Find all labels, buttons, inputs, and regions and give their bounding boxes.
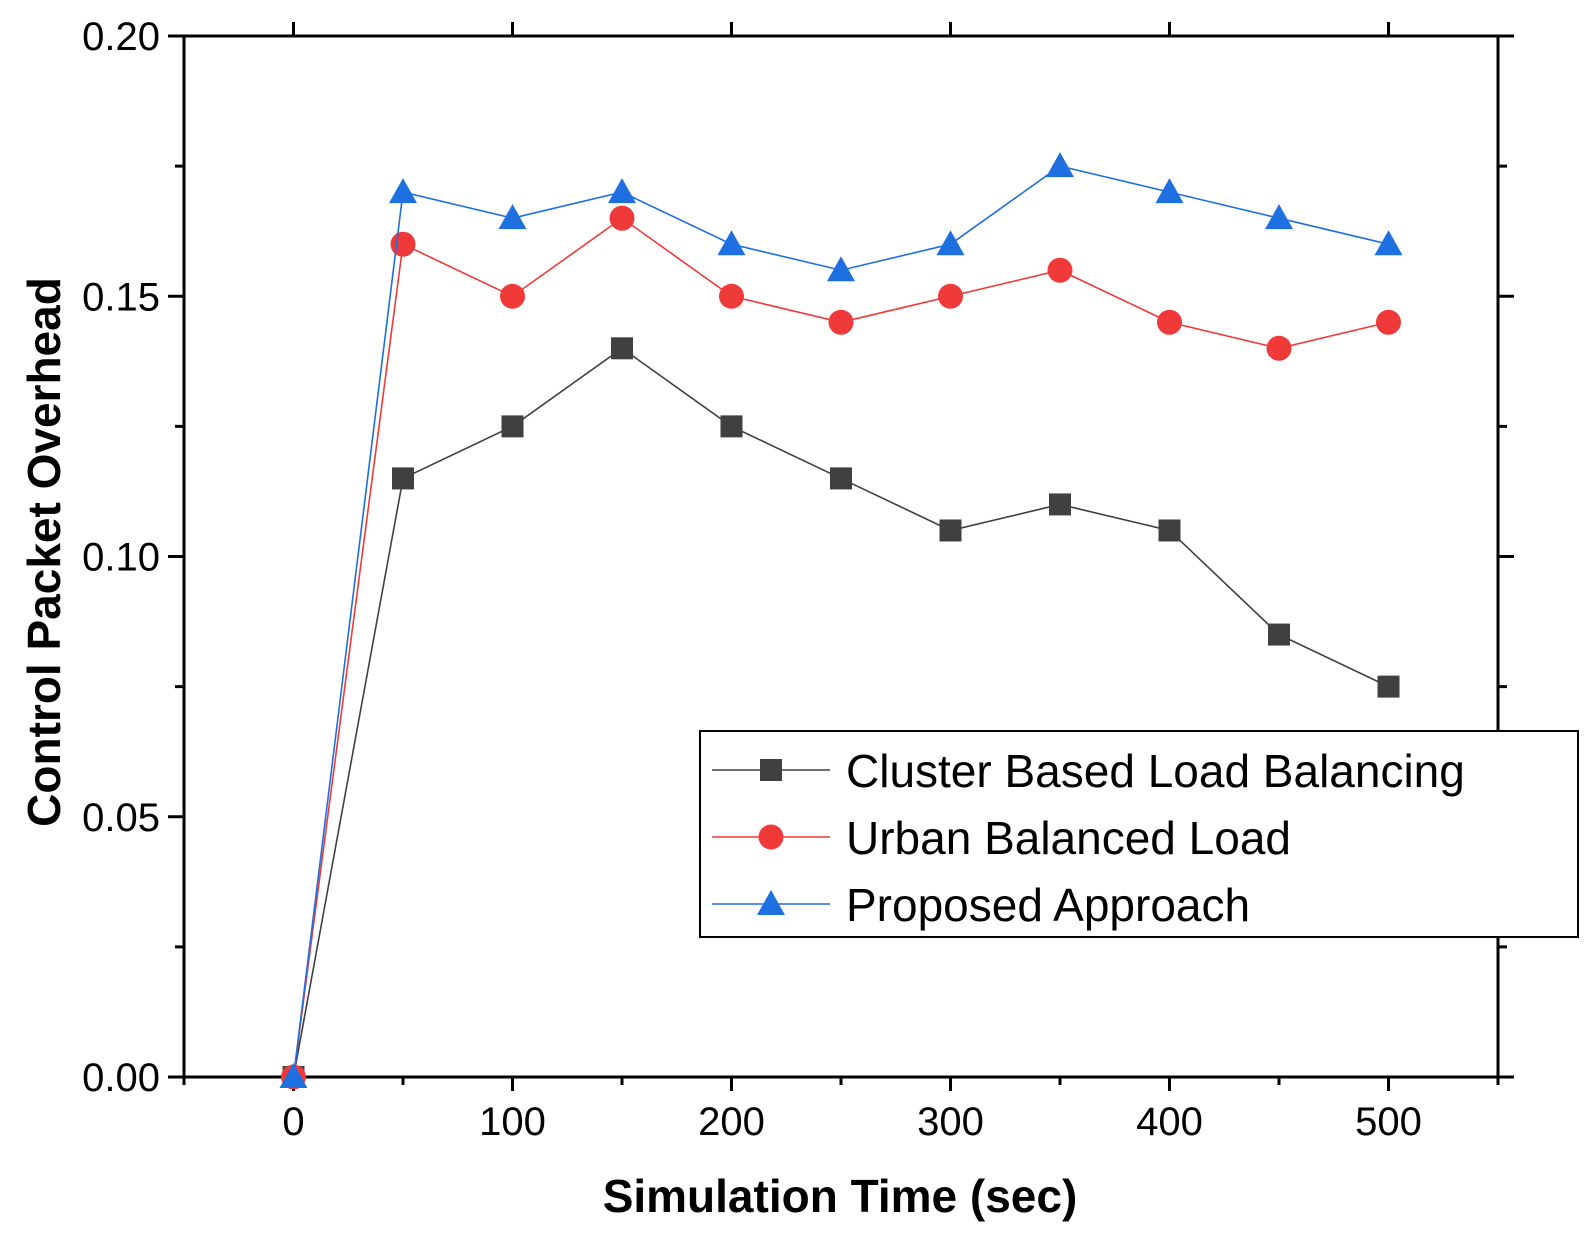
data-point	[1374, 230, 1403, 256]
data-point	[1158, 519, 1181, 542]
data-point	[1157, 309, 1182, 335]
x-tick-label: 200	[698, 1100, 765, 1144]
data-point	[1268, 623, 1290, 646]
data-point	[611, 337, 633, 360]
y-tick-label: 0.15	[82, 275, 160, 319]
y-axis-title: Control Packet Overhead	[18, 277, 70, 827]
series-line	[292, 165, 1389, 1078]
x-tick-label: 500	[1355, 1100, 1422, 1144]
y-tick-label: 0.10	[82, 536, 160, 580]
legend-marker	[760, 759, 782, 781]
data-point	[938, 283, 963, 309]
x-tick-label: 100	[479, 1100, 546, 1144]
x-axis-title: Simulation Time (sec)	[603, 1170, 1078, 1222]
series-line	[292, 217, 1389, 1078]
legend-label: Cluster Based Load Balancing	[846, 745, 1465, 797]
series-line	[292, 347, 1389, 1078]
data-point	[608, 178, 636, 204]
x-tick-label: 400	[1136, 1100, 1203, 1144]
y-tick-label: 0.00	[82, 1056, 160, 1100]
data-point	[719, 283, 744, 309]
y-tick-label: 0.05	[82, 796, 160, 840]
data-point	[939, 519, 962, 542]
data-point	[717, 230, 746, 256]
series-2	[281, 205, 1401, 1090]
data-point	[500, 283, 525, 309]
data-point	[1047, 257, 1073, 283]
data-point	[1046, 152, 1074, 178]
data-point	[1376, 309, 1401, 335]
legend-label: Urban Balanced Load	[846, 812, 1291, 864]
data-point	[830, 467, 852, 490]
data-point	[392, 467, 414, 490]
data-point	[1265, 204, 1293, 230]
axes: 0 100 200 300 400 500 0.00 0.05 0.10 0.15 0.20	[82, 15, 1514, 1144]
data-point	[498, 204, 527, 230]
data-point	[1377, 675, 1400, 698]
series-3	[279, 152, 1403, 1088]
data-point	[1266, 335, 1292, 361]
data-point	[1049, 493, 1071, 516]
data-point	[1155, 178, 1184, 204]
data-point	[389, 178, 417, 204]
data-point	[720, 415, 743, 438]
legend-label: Proposed Approach	[846, 879, 1250, 931]
data-point	[936, 230, 965, 256]
series-layer	[279, 152, 1403, 1090]
legend: Cluster Based Load Balancing Urban Balanc…	[699, 730, 1579, 938]
legend-marker	[758, 824, 784, 850]
data-point	[390, 231, 416, 257]
x-tick-label: 300	[917, 1100, 984, 1144]
data-point	[279, 1063, 308, 1088]
series-1	[282, 337, 1400, 1088]
y-tick-label: 0.20	[82, 15, 160, 59]
data-point	[501, 415, 524, 438]
legend-marker	[757, 890, 785, 915]
legend-box	[699, 730, 1579, 938]
data-point	[827, 256, 855, 282]
data-point	[609, 205, 635, 231]
data-point	[828, 309, 854, 335]
x-tick-label: 0	[282, 1100, 304, 1144]
